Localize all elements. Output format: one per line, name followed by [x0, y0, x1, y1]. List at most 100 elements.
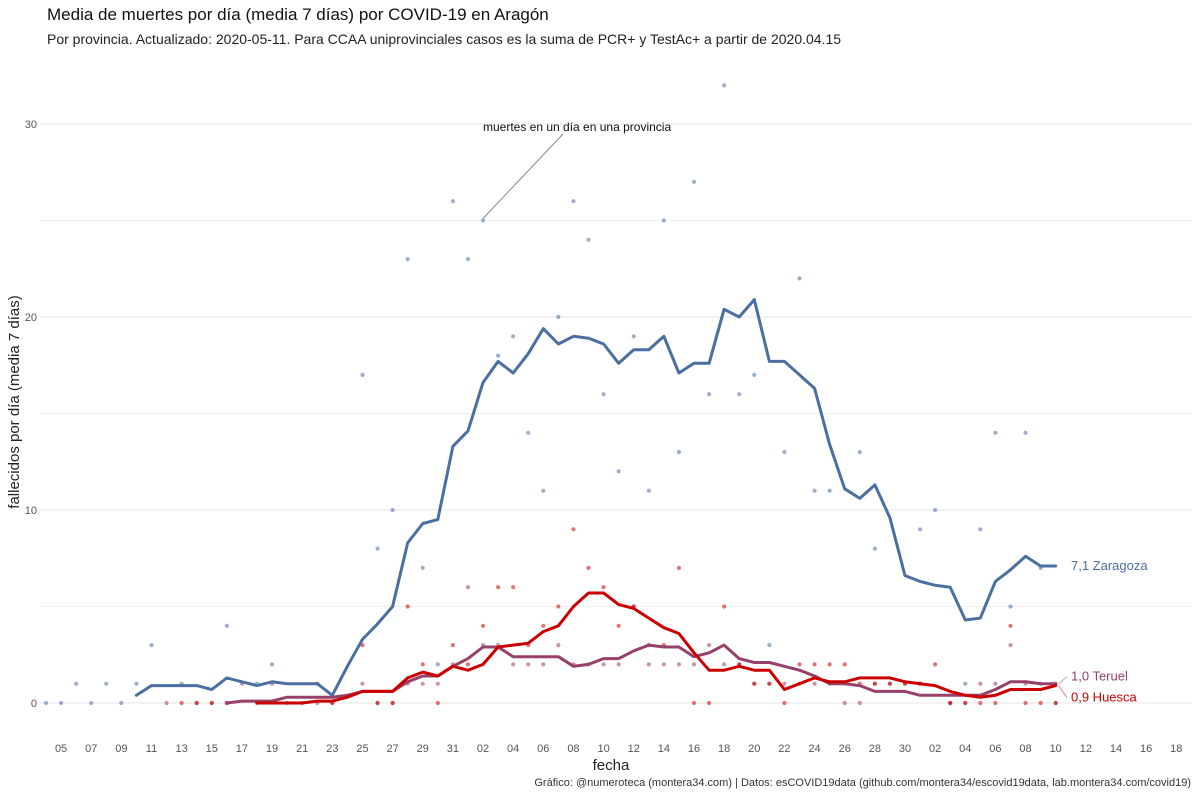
data-point-huesca — [722, 604, 727, 609]
x-tick-label: 02 — [929, 743, 941, 755]
data-point-huesca — [496, 585, 501, 590]
x-tick-label: 30 — [899, 743, 911, 755]
x-tick-label: 07 — [85, 743, 97, 755]
data-point-teruel — [812, 681, 817, 686]
data-point-huesca — [405, 604, 410, 609]
x-tick-label: 24 — [808, 743, 820, 755]
data-point-zaragoza — [872, 546, 877, 551]
x-tick-label: 08 — [567, 743, 579, 755]
x-tick-label: 26 — [839, 743, 851, 755]
label-connector — [1058, 685, 1068, 698]
annotation: muertes en un día en una provincia — [482, 120, 671, 219]
data-point-teruel — [676, 662, 682, 667]
data-point-zaragoza — [752, 372, 757, 377]
x-tick-label: 06 — [537, 743, 549, 755]
data-point-huesca — [480, 623, 486, 628]
x-tick-label: 14 — [1110, 743, 1122, 755]
data-point-huesca — [993, 700, 998, 706]
data-point-huesca — [752, 681, 757, 686]
x-tick-label: 31 — [447, 743, 459, 755]
y-tick-label: 10 — [25, 505, 37, 517]
series-label-huesca: 0,9 Huesca — [1071, 690, 1138, 705]
x-tick-label: 09 — [115, 743, 127, 755]
x-axis-title: fecha — [593, 757, 630, 774]
series-line-zaragoza — [134, 298, 1058, 697]
x-tick-label: 14 — [658, 743, 670, 755]
data-point-zaragoza — [526, 430, 531, 435]
x-tick-label: 22 — [778, 743, 790, 755]
data-point-huesca — [390, 700, 395, 706]
data-point-zaragoza — [480, 218, 486, 223]
series-line-huesca — [255, 591, 1058, 705]
y-tick-label: 20 — [25, 312, 37, 324]
data-point-zaragoza — [933, 507, 938, 513]
x-tick-label: 25 — [356, 743, 368, 755]
data-point-zaragoza — [601, 392, 606, 397]
data-point-huesca — [465, 662, 471, 667]
data-point-teruel — [661, 662, 666, 667]
x-tick-label: 13 — [176, 743, 188, 755]
data-point-zaragoza — [1023, 430, 1028, 435]
data-point-teruel — [857, 700, 862, 706]
data-point-huesca — [872, 681, 877, 686]
x-tick-label: 08 — [1019, 743, 1031, 755]
data-point-zaragoza — [224, 623, 229, 628]
x-tick-label: 06 — [989, 743, 1001, 755]
data-point-huesca — [194, 700, 199, 706]
data-point-zaragoza — [43, 700, 49, 706]
data-point-zaragoza — [360, 372, 365, 377]
data-point-teruel — [691, 662, 697, 667]
x-tick-label: 21 — [296, 743, 308, 755]
data-point-teruel — [526, 662, 531, 667]
data-point-zaragoza — [993, 430, 998, 435]
data-point-teruel — [164, 700, 169, 706]
data-point-zaragoza — [269, 662, 275, 667]
data-point-zaragoza — [767, 643, 772, 648]
x-tick-label: 11 — [146, 743, 157, 755]
data-point-zaragoza — [134, 681, 139, 686]
data-point-zaragoza — [405, 257, 410, 262]
y-tick-label: 30 — [25, 119, 37, 131]
data-point-huesca — [767, 681, 772, 686]
data-point-zaragoza — [631, 334, 636, 339]
data-point-huesca — [541, 623, 546, 628]
data-point-zaragoza — [978, 527, 983, 532]
x-tick-label: 15 — [206, 743, 218, 755]
x-tick-label: 10 — [1050, 743, 1062, 755]
x-tick-label: 16 — [688, 743, 700, 755]
data-point-teruel — [842, 700, 847, 706]
data-point-teruel — [782, 681, 787, 686]
data-point-teruel — [1008, 643, 1013, 648]
x-tick-label: 20 — [748, 743, 760, 755]
y-axis-title: fallecidos por día (media 7 días) — [6, 295, 23, 508]
chart-subtitle: Por provincia. Actualizado: 2020-05-11. … — [47, 31, 842, 47]
data-point-zaragoza — [812, 488, 817, 493]
data-point-huesca — [209, 700, 214, 706]
y-axis: 0 10 20 30 — [25, 119, 37, 710]
x-tick-label: 04 — [507, 743, 519, 755]
data-point-teruel — [420, 681, 425, 686]
data-point-huesca — [782, 700, 787, 706]
data-point-zaragoza — [827, 488, 832, 493]
data-point-huesca — [978, 700, 983, 706]
data-point-huesca — [933, 662, 938, 667]
data-point-teruel — [993, 681, 998, 686]
data-point-zaragoza — [963, 681, 968, 686]
data-point-huesca — [616, 623, 621, 628]
data-point-huesca — [179, 700, 184, 706]
data-point-huesca — [435, 700, 440, 706]
data-point-zaragoza — [74, 681, 79, 686]
data-point-zaragoza — [691, 179, 697, 184]
data-point-zaragoza — [556, 314, 561, 320]
x-tick-label: 12 — [1080, 743, 1092, 755]
data-point-zaragoza — [89, 700, 94, 706]
x-tick-label: 29 — [417, 743, 429, 755]
data-point-huesca — [691, 700, 697, 706]
x-tick-label: 17 — [236, 743, 248, 755]
data-point-zaragoza — [511, 334, 516, 339]
data-point-huesca — [963, 700, 968, 706]
data-point-huesca — [887, 681, 893, 686]
data-point-zaragoza — [586, 237, 591, 242]
data-point-huesca — [511, 585, 516, 590]
